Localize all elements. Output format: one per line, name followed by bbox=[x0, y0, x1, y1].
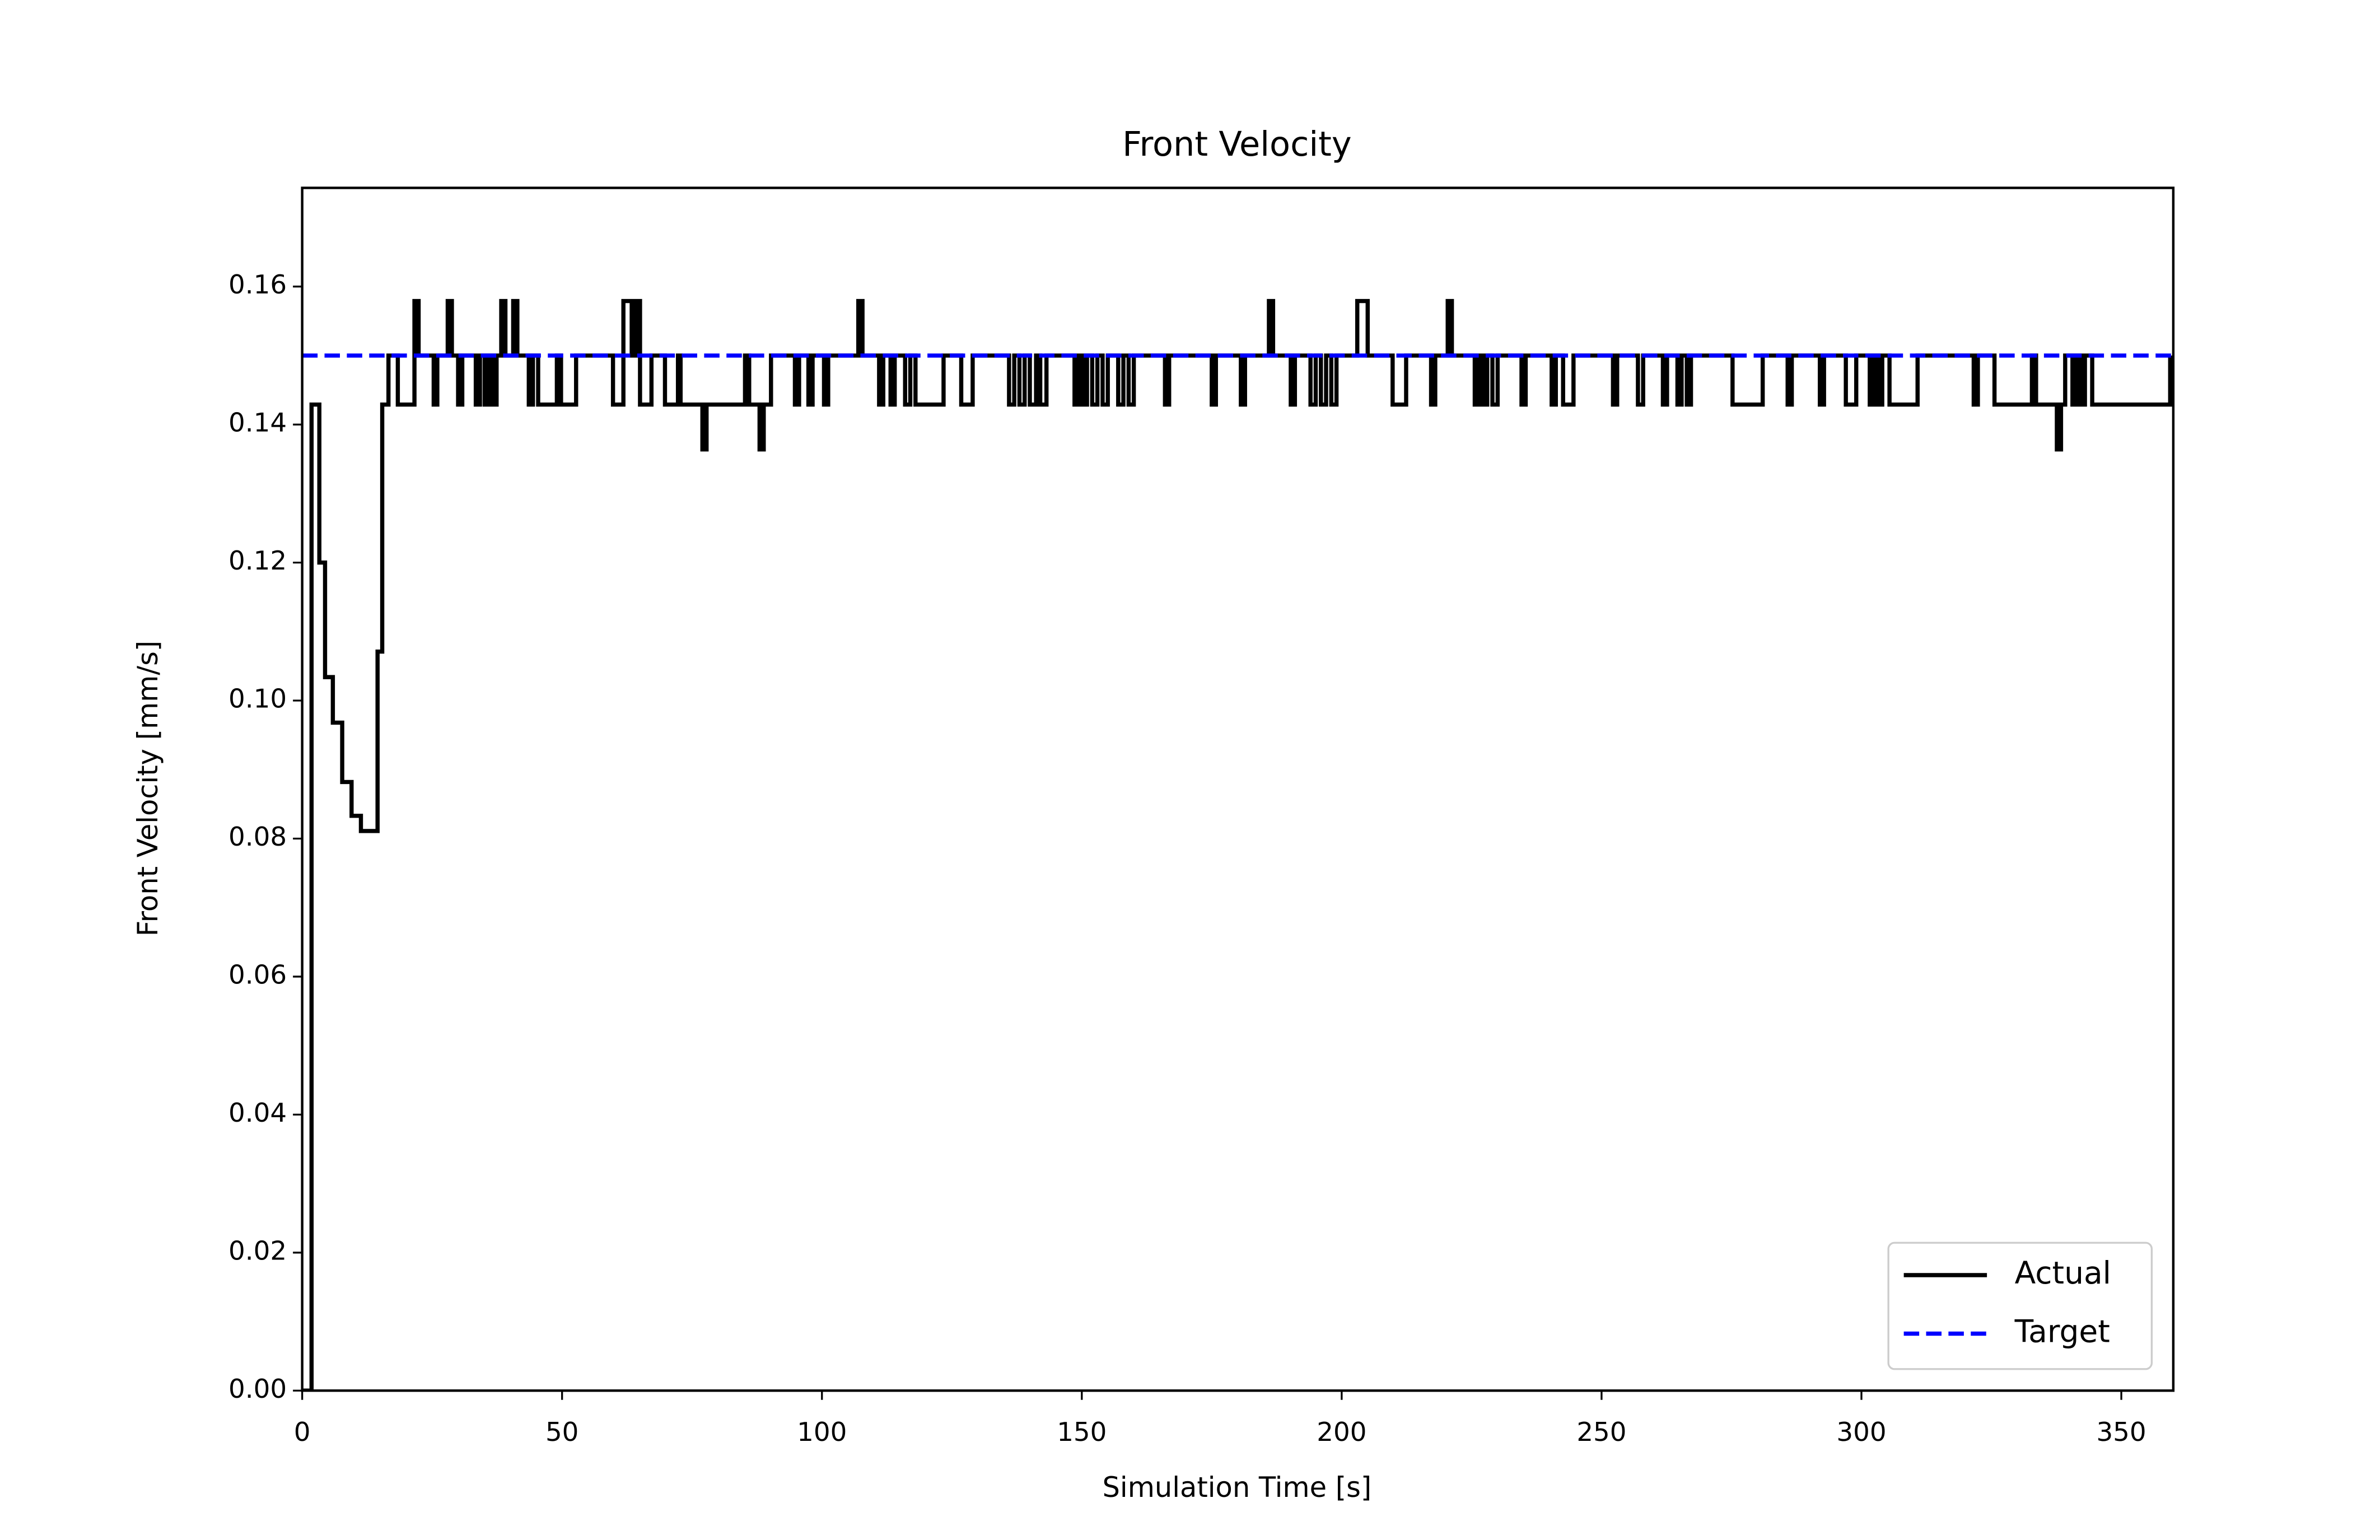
x-tick-label: 200 bbox=[1317, 1417, 1366, 1448]
x-tick-label: 100 bbox=[797, 1417, 847, 1448]
plot-area bbox=[302, 298, 2173, 1391]
y-tick-label: 0.00 bbox=[228, 1374, 287, 1404]
x-tick-label: 350 bbox=[2096, 1417, 2146, 1448]
y-tick-label: 0.08 bbox=[228, 822, 287, 852]
legend-label: Actual bbox=[2015, 1255, 2111, 1291]
y-tick-label: 0.12 bbox=[228, 546, 287, 576]
y-tick-label: 0.10 bbox=[228, 684, 287, 715]
y-tick-label: 0.16 bbox=[228, 270, 287, 300]
x-tick-label: 300 bbox=[1836, 1417, 1886, 1448]
x-tick-label: 50 bbox=[545, 1417, 579, 1448]
x-axis-label: Simulation Time [s] bbox=[1103, 1471, 1372, 1504]
axes-frame bbox=[301, 186, 2175, 1392]
x-tick-label: 150 bbox=[1057, 1417, 1107, 1448]
chart-title: Front Velocity bbox=[1122, 125, 1352, 164]
legend-label: Target bbox=[2014, 1314, 2110, 1350]
y-axis-label: Front Velocity [mm/s] bbox=[132, 641, 164, 936]
y-tick-label: 0.14 bbox=[228, 408, 287, 438]
y-tick-label: 0.04 bbox=[228, 1098, 287, 1128]
y-tick-label: 0.02 bbox=[228, 1236, 287, 1266]
x-tick-label: 250 bbox=[1576, 1417, 1626, 1448]
x-tick-label: 0 bbox=[294, 1417, 311, 1448]
series-line bbox=[302, 298, 2173, 1391]
legend: Actual Target bbox=[1887, 1242, 2153, 1370]
y-tick-label: 0.06 bbox=[228, 960, 287, 990]
